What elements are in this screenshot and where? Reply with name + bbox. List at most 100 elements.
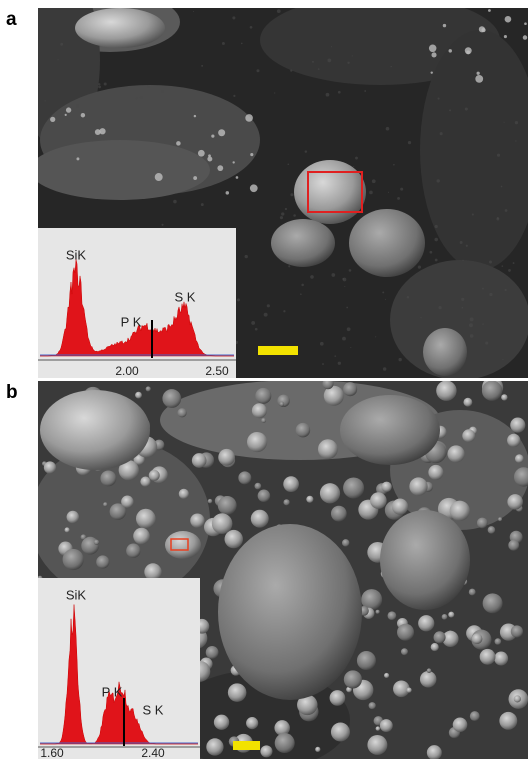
texture (57, 59, 58, 60)
texture (250, 153, 253, 156)
particle (428, 465, 443, 480)
texture (470, 317, 474, 321)
particle (483, 593, 503, 613)
texture (198, 150, 205, 157)
texture (50, 117, 55, 122)
particle (218, 496, 237, 515)
texture (399, 358, 402, 361)
texture (208, 154, 211, 157)
texture (211, 135, 214, 138)
texture (255, 328, 258, 331)
texture (502, 265, 504, 267)
texture (449, 109, 451, 111)
particle (146, 386, 151, 391)
texture (342, 337, 346, 341)
texture (369, 191, 373, 195)
particle (380, 510, 470, 610)
texture (232, 161, 234, 163)
peak-label: P K (102, 684, 123, 699)
particle (261, 418, 266, 423)
particle (388, 611, 397, 620)
particle (380, 719, 393, 732)
particle (63, 549, 84, 570)
particle (340, 395, 440, 465)
particle (342, 539, 349, 546)
tick-label: 2.00 (115, 364, 139, 378)
particle (427, 668, 432, 673)
particle (44, 461, 56, 473)
particle (228, 683, 247, 702)
texture (449, 49, 452, 52)
texture (501, 186, 503, 188)
texture (475, 75, 483, 83)
particle (453, 717, 468, 732)
texture (320, 342, 324, 346)
texture (477, 72, 480, 75)
particle (507, 434, 520, 447)
texture (462, 260, 463, 261)
particle (255, 388, 271, 404)
particle (100, 470, 116, 486)
texture (290, 69, 292, 71)
particle (271, 219, 335, 267)
texture (193, 176, 197, 180)
particle (463, 398, 472, 407)
tick-label: 1.60 (40, 746, 64, 759)
particle (136, 509, 156, 529)
texture (30, 140, 210, 200)
panel-label: a (6, 9, 17, 30)
texture (236, 176, 239, 179)
texture (466, 51, 470, 55)
texture (176, 141, 181, 146)
particle (343, 477, 364, 498)
particle (206, 646, 219, 659)
texture (515, 140, 516, 141)
texture (438, 306, 441, 309)
peak-label: S K (175, 289, 196, 304)
texture (98, 83, 100, 85)
particle (448, 612, 454, 618)
texture (434, 238, 438, 242)
particle (401, 648, 408, 655)
particle (283, 499, 289, 505)
particle (376, 726, 380, 730)
texture (407, 296, 409, 298)
particle (480, 649, 496, 665)
texture (418, 266, 421, 269)
texture (472, 213, 474, 215)
texture (462, 307, 464, 309)
texture (385, 299, 386, 300)
particle (515, 454, 524, 463)
particle (477, 518, 488, 529)
texture (400, 188, 403, 191)
texture (375, 336, 376, 337)
particle (344, 670, 362, 688)
texture (347, 62, 349, 64)
particle (40, 390, 150, 470)
particle (190, 513, 204, 527)
particle (260, 745, 272, 757)
texture (431, 71, 433, 73)
particle (376, 610, 380, 614)
particle (370, 492, 387, 509)
texture (460, 241, 463, 244)
texture (245, 114, 253, 122)
texture (497, 154, 500, 157)
texture (147, 85, 150, 88)
texture (504, 35, 507, 38)
texture (347, 327, 351, 331)
texture (173, 200, 177, 204)
texture (485, 342, 488, 345)
texture (250, 26, 253, 29)
peak-label: SiK (66, 587, 87, 602)
texture (393, 164, 395, 166)
texture (364, 90, 366, 92)
texture (352, 55, 353, 56)
particle (258, 490, 271, 503)
particle (498, 517, 502, 521)
particle (192, 453, 207, 468)
texture (98, 86, 101, 89)
texture (60, 43, 63, 46)
particle (409, 477, 427, 495)
particle (423, 328, 467, 376)
